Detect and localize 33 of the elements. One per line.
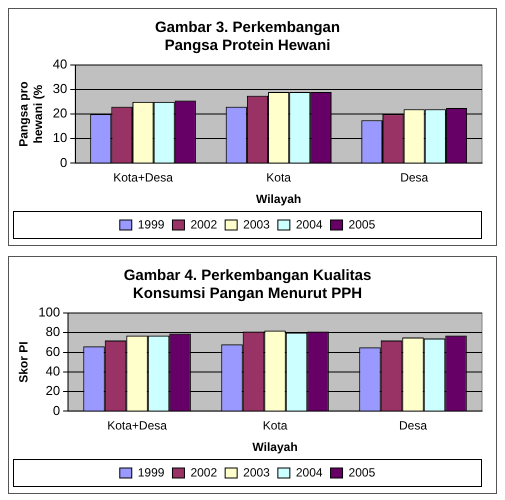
x-axis-title: Wilayah: [256, 192, 302, 206]
legend-label: 2003: [243, 465, 270, 480]
y-tick-label: 10: [52, 130, 68, 146]
x-tick-label: Desa: [399, 418, 428, 433]
legend-label: 2005: [348, 217, 376, 232]
y-tick-label: 40: [52, 56, 68, 72]
y-axis-title: Pangsa pro hewani (%: [16, 81, 45, 147]
y-tick-label: 100: [38, 304, 60, 320]
y-tick-label: 20: [52, 106, 68, 121]
chart-title: Gambar 4. Perkembangan Kualitas Konsumsi Pangan Menurut PPH: [124, 267, 372, 302]
y-axis-title: Skor PI: [16, 341, 31, 383]
x-tick-label: Kota+Desa: [113, 170, 174, 185]
x-axis-title: Wilayah: [252, 440, 298, 454]
y-tick-label: 30: [52, 81, 68, 96]
legend-label: 2003: [243, 217, 270, 232]
y-tick-label: 0: [60, 154, 68, 170]
legend-label: 1999: [138, 217, 165, 232]
legend-label: 2002: [190, 465, 218, 480]
legend-label: 2005: [348, 465, 376, 480]
legend-label: 1999: [138, 465, 165, 480]
x-tick-label: Kota: [266, 170, 292, 185]
x-tick-label: Desa: [400, 170, 429, 185]
x-tick-label: Kota+Desa: [107, 418, 168, 433]
y-tick-label: 80: [46, 324, 60, 340]
legend-label: 2002: [190, 217, 218, 232]
x-tick-label: Kota: [262, 418, 288, 433]
y-tick-label: 40: [46, 364, 60, 378]
legend-label: 2004: [296, 217, 323, 232]
chart-title: Gambar 3. Perkembangan Pangsa Protein Hewani: [154, 19, 340, 54]
y-tick-label: 20: [46, 383, 60, 398]
y-tick-label: 0: [52, 402, 60, 418]
y-tick-label: 60: [46, 344, 60, 359]
legend-label: 2004: [296, 465, 323, 480]
